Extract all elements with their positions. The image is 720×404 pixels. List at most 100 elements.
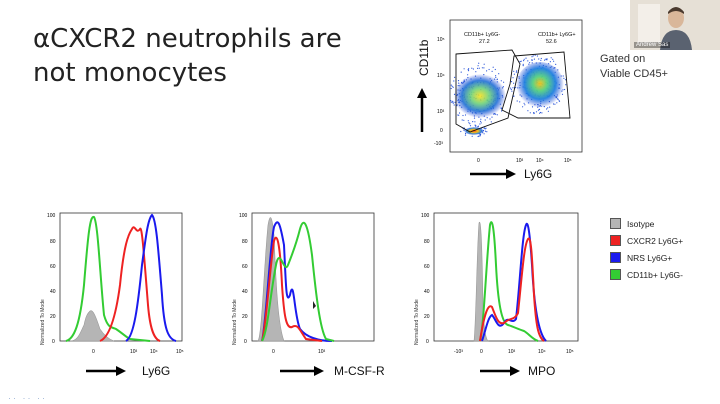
scatter-event (477, 65, 479, 67)
scatter-event (479, 123, 481, 125)
scatter-event (529, 112, 531, 114)
hist3-xtick-1: 0 (480, 349, 483, 355)
hist1-cd11b (65, 216, 151, 342)
hist1-x-arrow (86, 366, 126, 376)
scatter-event (460, 71, 462, 73)
scatter-event (520, 60, 522, 62)
hist3-x-arrow (480, 366, 520, 376)
hist2-ytick-1: 20 (242, 314, 248, 320)
scatter-event (523, 60, 525, 62)
scatter-xlabel: Ly6G (524, 167, 552, 181)
scatter-event (563, 77, 565, 79)
histogram-mcsfr: Normalized To Mode 0 20 40 60 80 100 0 1… (232, 212, 385, 378)
scatter-event (558, 100, 561, 102)
scatter-event (564, 88, 566, 91)
gating-note: Gated on Viable CD45+ (600, 52, 668, 82)
hist3-x-ticks: -10³ 0 10³ 10⁴ 10⁵ (454, 349, 574, 355)
scatter-xtick-3: 10⁵ (564, 158, 572, 164)
scatter-event (494, 68, 496, 71)
hist3-cxcr2 (479, 237, 545, 342)
scatter-event (498, 73, 500, 75)
scatter-event (513, 73, 515, 75)
hist3-xlabel: MPO (528, 364, 555, 378)
legend-label: Isotype (627, 218, 655, 229)
hist3-xtick-2: 10³ (508, 349, 516, 355)
population-ly6g-pos (516, 62, 564, 110)
scatter-event (552, 58, 554, 60)
scatter-event (523, 58, 525, 60)
scatter-event (468, 122, 470, 124)
hist2-xtick-0: 0 (272, 349, 275, 355)
gate-label-ly6g-pos: CD11b+ Ly6G+ (538, 32, 576, 38)
scatter-event (496, 114, 498, 116)
scatter-event (534, 54, 536, 56)
scatter-event (547, 110, 549, 112)
scatter-event (480, 120, 482, 122)
scatter-event (513, 95, 515, 97)
scatter-event (513, 70, 515, 72)
hist3-xtick-3: 10⁴ (538, 349, 546, 355)
scatter-event (491, 116, 493, 118)
scatter-event (467, 120, 469, 122)
legend-swatch (610, 269, 621, 280)
gate-value-ly6g-neg: 27.2 (479, 39, 490, 45)
scatter-event (512, 77, 514, 79)
scatter-event (500, 80, 502, 82)
hist2-ytick-2: 40 (242, 289, 248, 295)
gate-ly6g-neg (455, 49, 521, 133)
hist2-frame (251, 212, 375, 342)
scatter-event (471, 135, 473, 137)
hist2-cd11b (261, 221, 335, 342)
mouse-cursor-icon (313, 301, 316, 309)
hist1-ytick-2: 40 (50, 289, 56, 295)
hist1-xtick-3: 10⁵ (176, 349, 184, 355)
scatter-event (529, 62, 531, 64)
hist1-ytick-0: 0 (52, 339, 55, 345)
scatter-event (535, 111, 538, 113)
hist3-ytick-4: 80 (424, 239, 430, 245)
scatter-event (463, 68, 465, 70)
scatter-event (538, 58, 540, 60)
scatter-event (463, 119, 465, 121)
scatter-event (475, 71, 477, 73)
scatter-event (516, 70, 518, 72)
scatter-event (528, 63, 530, 65)
scatter-event (510, 81, 513, 83)
legend-item: CXCR2 Ly6G+ (610, 232, 683, 249)
scatter-event (546, 58, 548, 61)
scatter-event (540, 59, 542, 61)
histogram-ly6g: Normalized To Mode 0 20 40 60 80 100 0 1… (40, 212, 184, 378)
scatter-event (461, 119, 463, 121)
scatter-event (486, 117, 488, 119)
scatter-event (513, 82, 515, 84)
scatter-event (458, 112, 461, 114)
scatter-event (495, 113, 497, 115)
hist3-xtick-0: -10³ (454, 349, 463, 355)
scatter-event (488, 68, 490, 71)
scatter-event (467, 74, 469, 76)
scatter-event (532, 55, 534, 57)
scatter-xtick-1: 10³ (516, 158, 524, 164)
presenter-video[interactable]: Andrew Sas (630, 0, 720, 50)
slide-nav-dots: ·· ·· ·· (8, 393, 47, 403)
scatter-event (452, 100, 454, 102)
scatter-event (495, 75, 497, 77)
hist2-isotype (257, 217, 285, 342)
hist1-xtick-2: 10⁴ (150, 349, 158, 355)
scatter-event (485, 127, 487, 129)
legend-item: NRS Ly6G+ (610, 249, 683, 266)
scatter-event (531, 59, 533, 61)
scatter-event (515, 87, 517, 89)
scatter-event (460, 130, 462, 133)
scatter-event (452, 86, 454, 88)
scatter-event (549, 61, 551, 63)
hist2-x-arrow (280, 366, 324, 376)
hist2-ytick-0: 0 (244, 339, 247, 345)
legend-item: CD11b+ Ly6G- (610, 266, 683, 283)
gate-label-ly6g-neg: CD11b+ Ly6G- (464, 32, 500, 38)
scatter-event (453, 80, 455, 82)
scatter-event (477, 135, 479, 138)
hist1-ytick-5: 100 (47, 213, 56, 219)
hist2-ytick-5: 100 (239, 213, 248, 219)
scatter-event (469, 123, 471, 125)
